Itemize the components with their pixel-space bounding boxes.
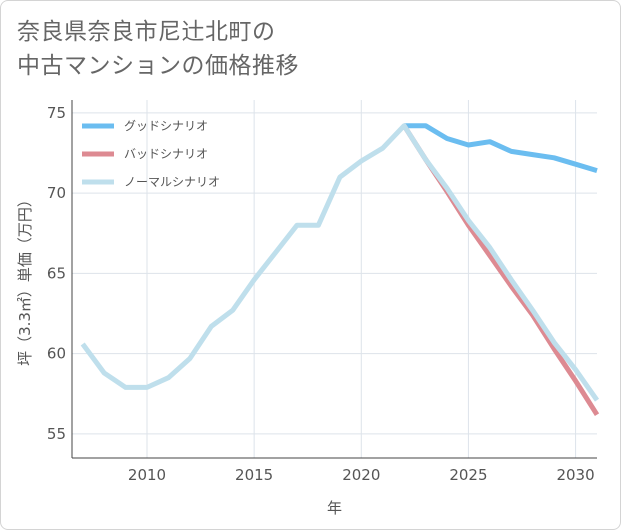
axes: 2010 2015 2020 2025 2030 55 60 65 70 75 [47,100,597,484]
legend-label-1: バッドシナリオ [124,147,208,161]
x-axis-title: 年 [327,499,342,517]
x-tick-label: 2030 [556,466,594,484]
x-tick-label: 2020 [342,466,380,484]
x-tick-label: 2015 [235,466,273,484]
x-tick-label: 2010 [128,466,166,484]
series-lines [80,123,600,417]
legend-label-0: グッドシナリオ [124,119,208,133]
y-tick-label: 75 [47,104,66,122]
x-tick-label: 2025 [449,466,487,484]
y-axis-title: 坪（3.3㎡）単価（万円） [16,192,34,366]
y-tick-label: 65 [47,264,66,282]
y-tick-label: 70 [47,184,66,202]
chart-title: 奈良県奈良市尼辻北町の 中古マンションの価格推移 [17,19,299,79]
series-line-0 [404,123,598,173]
y-tick-label: 60 [47,345,66,363]
legend-label-2: ノーマルシナリオ [124,175,220,189]
series-line-2 [80,123,600,402]
y-tick-label: 55 [47,425,66,443]
